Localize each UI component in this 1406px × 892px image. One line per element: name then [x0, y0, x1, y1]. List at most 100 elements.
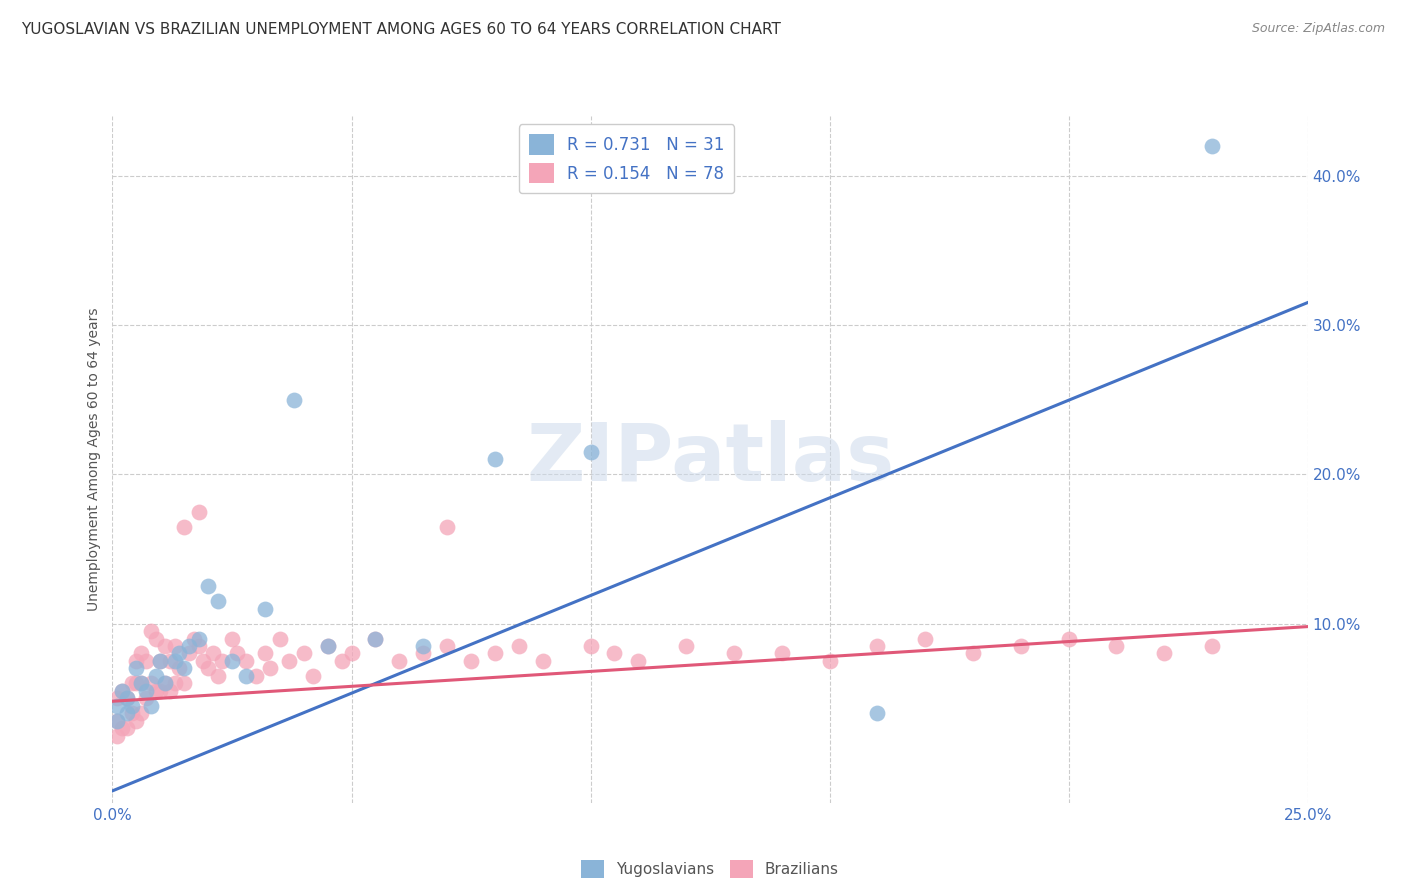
- Point: [145, 669, 167, 683]
- Point: [177, 639, 200, 653]
- Point: [866, 639, 889, 653]
- Point: [627, 654, 650, 668]
- Point: [173, 519, 195, 533]
- Point: [139, 698, 162, 713]
- Point: [111, 683, 134, 698]
- Point: [914, 632, 936, 646]
- Point: [125, 661, 148, 675]
- Point: [125, 654, 148, 668]
- Legend: Yugoslavians, Brazilians: Yugoslavians, Brazilians: [575, 854, 845, 885]
- Point: [115, 691, 138, 706]
- Point: [207, 669, 229, 683]
- Point: [770, 647, 793, 661]
- Point: [111, 721, 134, 735]
- Point: [484, 647, 506, 661]
- Point: [135, 654, 157, 668]
- Point: [169, 647, 191, 661]
- Point: [197, 661, 219, 675]
- Point: [283, 392, 305, 407]
- Point: [259, 661, 281, 675]
- Point: [121, 676, 143, 690]
- Point: [139, 624, 162, 639]
- Point: [193, 654, 215, 668]
- Point: [121, 698, 143, 713]
- Point: [105, 691, 128, 706]
- Point: [115, 691, 138, 706]
- Point: [159, 683, 181, 698]
- Point: [330, 654, 353, 668]
- Point: [105, 714, 128, 728]
- Point: [278, 654, 301, 668]
- Point: [269, 632, 291, 646]
- Point: [723, 647, 745, 661]
- Point: [187, 505, 209, 519]
- Point: [173, 676, 195, 690]
- Point: [105, 714, 128, 728]
- Point: [508, 639, 530, 653]
- Point: [149, 654, 172, 668]
- Y-axis label: Unemployment Among Ages 60 to 64 years: Unemployment Among Ages 60 to 64 years: [87, 308, 101, 611]
- Point: [436, 519, 458, 533]
- Point: [153, 639, 176, 653]
- Point: [412, 647, 434, 661]
- Point: [135, 683, 157, 698]
- Point: [1201, 639, 1223, 653]
- Point: [316, 639, 339, 653]
- Point: [1201, 138, 1223, 153]
- Point: [292, 647, 315, 661]
- Text: ZIPatlas: ZIPatlas: [526, 420, 894, 499]
- Point: [211, 654, 233, 668]
- Point: [149, 683, 172, 698]
- Point: [129, 676, 152, 690]
- Point: [163, 639, 186, 653]
- Point: [254, 647, 277, 661]
- Point: [245, 669, 267, 683]
- Point: [460, 654, 482, 668]
- Point: [115, 706, 138, 721]
- Point: [177, 647, 200, 661]
- Point: [1105, 639, 1128, 653]
- Text: Source: ZipAtlas.com: Source: ZipAtlas.com: [1251, 22, 1385, 36]
- Point: [235, 669, 257, 683]
- Point: [579, 445, 602, 459]
- Point: [201, 647, 224, 661]
- Point: [388, 654, 411, 668]
- Point: [129, 647, 152, 661]
- Point: [235, 654, 257, 668]
- Point: [135, 691, 157, 706]
- Point: [153, 676, 176, 690]
- Point: [163, 676, 186, 690]
- Point: [364, 632, 387, 646]
- Point: [163, 654, 186, 668]
- Point: [105, 698, 128, 713]
- Point: [340, 647, 363, 661]
- Point: [302, 669, 325, 683]
- Point: [125, 676, 148, 690]
- Point: [962, 647, 984, 661]
- Point: [254, 601, 277, 615]
- Point: [412, 639, 434, 653]
- Point: [159, 654, 181, 668]
- Point: [145, 632, 167, 646]
- Point: [105, 729, 128, 743]
- Point: [818, 654, 841, 668]
- Point: [169, 661, 191, 675]
- Point: [129, 706, 152, 721]
- Point: [603, 647, 626, 661]
- Point: [115, 721, 138, 735]
- Point: [111, 683, 134, 698]
- Point: [1153, 647, 1175, 661]
- Point: [531, 654, 554, 668]
- Point: [129, 676, 152, 690]
- Point: [121, 706, 143, 721]
- Point: [173, 661, 195, 675]
- Point: [139, 676, 162, 690]
- Point: [145, 683, 167, 698]
- Text: YUGOSLAVIAN VS BRAZILIAN UNEMPLOYMENT AMONG AGES 60 TO 64 YEARS CORRELATION CHAR: YUGOSLAVIAN VS BRAZILIAN UNEMPLOYMENT AM…: [21, 22, 780, 37]
- Point: [221, 632, 243, 646]
- Point: [197, 579, 219, 593]
- Point: [579, 639, 602, 653]
- Point: [436, 639, 458, 653]
- Point: [225, 647, 247, 661]
- Point: [316, 639, 339, 653]
